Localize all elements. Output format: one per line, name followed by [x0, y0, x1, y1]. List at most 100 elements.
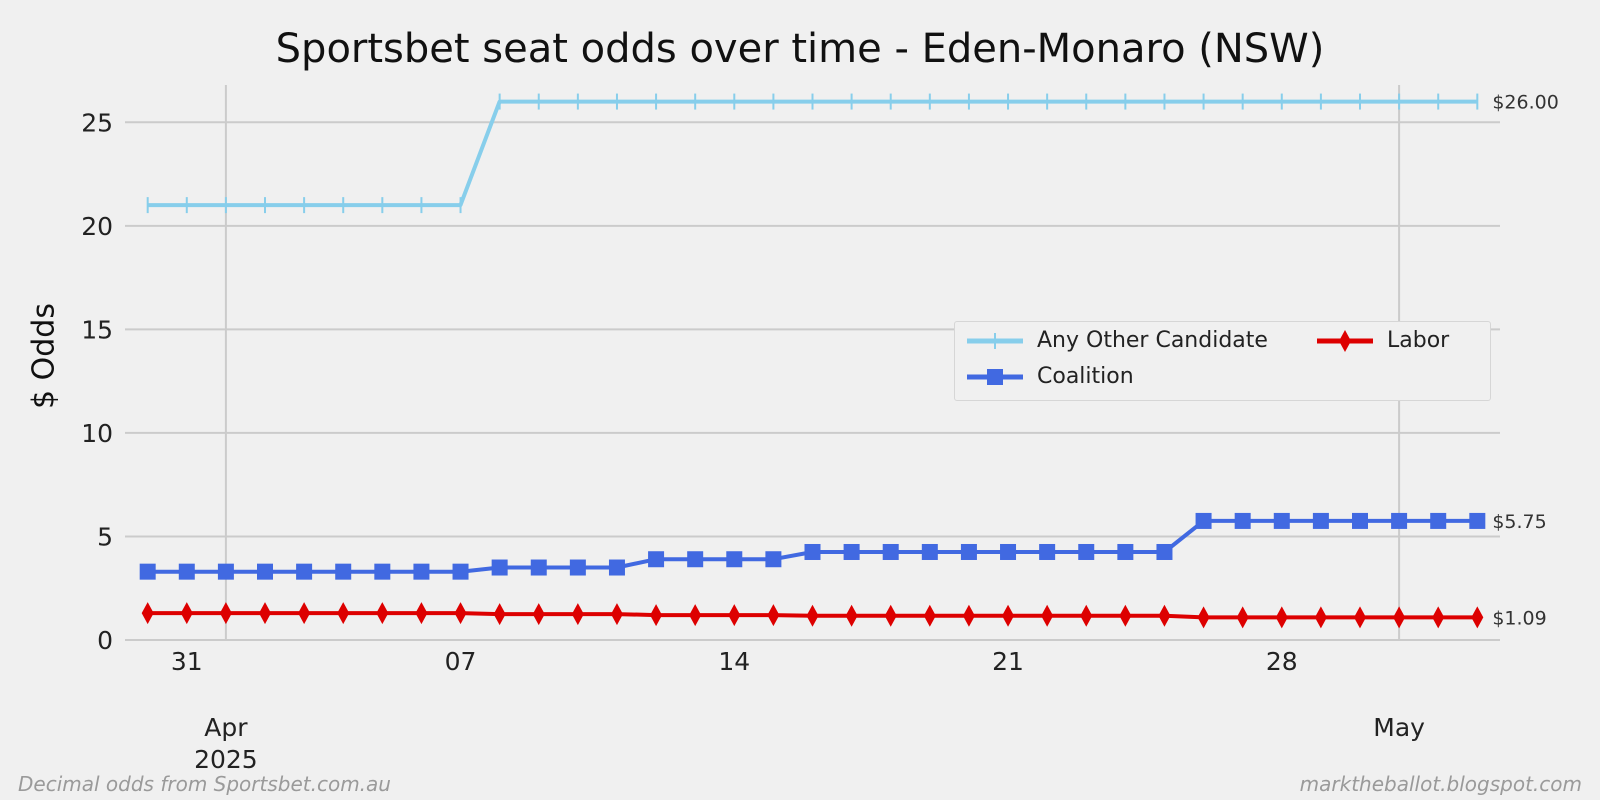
data-point-labor [728, 604, 741, 627]
data-point-coalition [1000, 543, 1017, 560]
data-point-labor [141, 602, 154, 625]
data-point-coalition [452, 563, 469, 580]
data-point-labor [845, 604, 858, 627]
data-point-coalition [1117, 543, 1134, 560]
y-tick-label: 15 [81, 315, 113, 344]
data-point-coalition [804, 543, 821, 560]
x-major-tick-sublabel: 2025 [194, 745, 258, 774]
data-point-coalition [1312, 512, 1329, 529]
data-point-labor [1275, 606, 1288, 629]
legend-swatch-labor [1317, 329, 1373, 352]
data-point-labor [610, 603, 623, 626]
legend-item-labor: Labor [1315, 328, 1449, 353]
data-point-labor [298, 602, 311, 625]
legend-label-labor: Labor [1387, 328, 1450, 353]
data-point-coalition [726, 551, 743, 568]
y-tick-label: 0 [97, 626, 113, 655]
data-point-coalition [1273, 512, 1290, 529]
y-tick-label: 5 [97, 522, 113, 551]
data-point-coalition [648, 551, 665, 568]
series-line-any-other-candidate [147, 99, 1478, 208]
data-point-coalition [1430, 512, 1447, 529]
end-value-label-any-other-candidate: $26.00 [1492, 92, 1558, 114]
x-tick-label: 21 [992, 647, 1024, 676]
data-point-coalition [335, 563, 352, 580]
data-point-labor [493, 603, 506, 626]
legend-swatch-coalition [967, 368, 1023, 385]
data-point-labor [1197, 606, 1210, 629]
legend-item-any-other-candidate: Any Other Candidate [965, 328, 1268, 353]
data-point-coalition [882, 543, 899, 560]
data-point-coalition [1234, 512, 1251, 529]
data-point-labor [180, 602, 193, 625]
x-major-tick-label: Apr [204, 713, 248, 742]
data-point-labor [1314, 606, 1327, 629]
data-point-labor [1236, 606, 1249, 629]
data-point-coalition [296, 563, 313, 580]
data-point-labor [376, 602, 389, 625]
data-point-labor [962, 604, 975, 627]
data-point-coalition [843, 543, 860, 560]
data-point-labor [337, 602, 350, 625]
data-point-labor [571, 603, 584, 626]
data-point-labor [650, 604, 663, 627]
y-tick-label: 20 [81, 212, 113, 241]
data-point-labor [454, 602, 467, 625]
legend-label-any-other-candidate: Any Other Candidate [1037, 328, 1268, 353]
data-point-coalition [921, 543, 938, 560]
chart-title: Sportsbet seat odds over time - Eden-Mon… [275, 26, 1325, 72]
footer-website: marktheballot.blogspot.com [1299, 772, 1582, 796]
data-point-coalition [374, 563, 391, 580]
data-point-coalition [491, 559, 508, 576]
data-point-coalition [608, 559, 625, 576]
data-point-coalition [1156, 543, 1173, 560]
data-point-coalition [413, 563, 430, 580]
legend-label-coalition: Coalition [1037, 364, 1134, 389]
data-point-labor [767, 604, 780, 627]
data-point-labor [923, 604, 936, 627]
data-point-labor [1080, 604, 1093, 627]
data-point-labor [1393, 606, 1406, 629]
data-point-labor [259, 602, 272, 625]
end-value-label-coalition: $5.75 [1492, 511, 1546, 533]
data-point-labor [1041, 604, 1054, 627]
data-point-labor [1158, 604, 1171, 627]
y-tick-label: 25 [81, 108, 113, 137]
data-point-labor [1471, 606, 1484, 629]
data-point-labor [1353, 606, 1366, 629]
x-tick-label: 14 [718, 647, 750, 676]
y-tick-label: 10 [81, 419, 113, 448]
data-point-labor [884, 604, 897, 627]
data-point-labor [532, 603, 545, 626]
data-point-labor [1432, 606, 1445, 629]
x-major-tick-label: May [1373, 713, 1425, 742]
data-point-coalition [1391, 512, 1408, 529]
x-tick-label: 28 [1266, 647, 1298, 676]
data-point-labor [1119, 604, 1132, 627]
y-axis-label: $ Odds [26, 303, 62, 409]
data-point-coalition [1078, 543, 1095, 560]
data-point-labor [1002, 604, 1015, 627]
footer-source-note: Decimal odds from Sportsbet.com.au [18, 772, 391, 796]
data-point-coalition [530, 559, 547, 576]
x-tick-label: 31 [171, 647, 203, 676]
legend-swatch-any-other-candidate [967, 332, 1023, 349]
data-point-coalition [1351, 512, 1368, 529]
data-point-coalition [257, 563, 274, 580]
x-tick-label: 07 [445, 647, 477, 676]
legend-item-coalition: Coalition [965, 364, 1134, 389]
data-point-labor [415, 602, 428, 625]
chart-legend: Any Other Candidate Coalition Labor [954, 321, 1491, 401]
data-point-labor [806, 604, 819, 627]
data-point-labor [219, 602, 232, 625]
data-point-coalition [139, 563, 156, 580]
data-point-coalition [569, 559, 586, 576]
data-point-coalition [217, 563, 234, 580]
data-point-coalition [1469, 512, 1486, 529]
data-point-coalition [687, 551, 704, 568]
data-point-coalition [1039, 543, 1056, 560]
end-value-label-labor: $1.09 [1492, 607, 1546, 629]
data-point-coalition [765, 551, 782, 568]
data-point-coalition [178, 563, 195, 580]
